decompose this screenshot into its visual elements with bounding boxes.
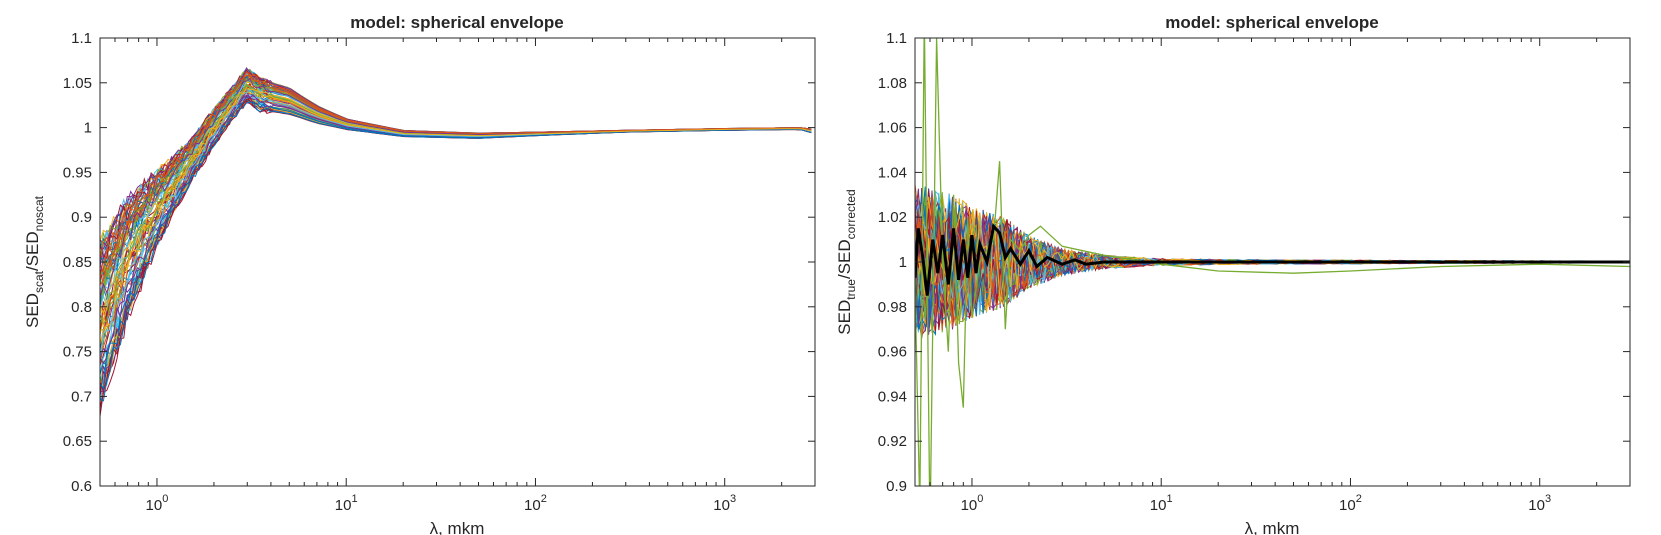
left-y-tick-label: 1.05 — [63, 75, 92, 92]
right-title: model: spherical envelope — [1165, 13, 1379, 32]
right-y-tick-label: 1.02 — [878, 209, 907, 226]
left-x-axis-label-text: λ, mkm — [430, 519, 485, 535]
right-axes-box — [914, 37, 1631, 487]
left-y-tick-label: 0.95 — [63, 164, 92, 181]
right-y-tick-label: 0.92 — [878, 433, 907, 450]
left-x-tick-label: 102 — [524, 493, 547, 514]
left-y-label-base: SED — [23, 293, 42, 328]
left-y-tick-label: 0.9 — [71, 209, 92, 226]
right-y-tick-label: 1.06 — [878, 120, 907, 137]
left-y-tick-label: 0.85 — [63, 254, 92, 271]
right-highlight-series-line — [915, 222, 1630, 296]
left-y-label-sep: /SED — [23, 231, 42, 271]
left-ticks: 0.6 0.65 0.7 0.75 0.8 0.85 0.9 0.95 1 1.05 1.1 100 1… — [63, 30, 816, 514]
left-plot-area — [100, 38, 815, 486]
left-x-axis-label: λ, mkm — [430, 519, 485, 535]
right-x-tick-label: 102 — [1339, 493, 1362, 514]
right-x-tick-label: 101 — [1150, 493, 1173, 514]
left-y-tick-label: 0.8 — [71, 299, 92, 316]
left-y-tick-label: 0.75 — [63, 344, 92, 361]
right-x-tick-label: 103 — [1528, 493, 1551, 514]
left-y-axis-label: SEDscat/SEDnoscat — [23, 195, 46, 328]
left-y-tick-label: 0.6 — [71, 478, 92, 495]
left-x-tick-label: 103 — [713, 493, 736, 514]
left-axes-box — [99, 37, 816, 487]
right-x-axis-label-text: λ, mkm — [1245, 519, 1300, 535]
left-y-tick-label: 1.1 — [71, 30, 92, 47]
right-x-tick-label: 100 — [961, 493, 984, 514]
right-ticks: 0.9 0.92 0.94 0.96 0.98 1 1.02 1.04 1.06 1.08 1.1 1… — [878, 30, 1631, 514]
right-y-tick-label: 1.1 — [886, 30, 907, 47]
left-y-label-sub2: noscat — [32, 195, 46, 231]
right-y-tick-label: 0.96 — [878, 344, 907, 361]
left-chart: 0.6 0.65 0.7 0.75 0.8 0.85 0.9 0.95 1 1.05 1.1 100 1… — [23, 13, 816, 535]
left-y-label-sub1: scat — [32, 270, 46, 293]
right-y-label-sep: /SED — [835, 239, 854, 279]
right-y-label-base: SED — [835, 300, 854, 335]
right-y-axis-label: SEDtrue/SEDcorrected — [835, 189, 858, 334]
right-y-tick-label: 0.9 — [886, 478, 907, 495]
left-x-tick-label: 101 — [335, 493, 358, 514]
right-y-tick-label: 1 — [899, 254, 907, 271]
right-outlier-series-line — [915, 38, 1630, 486]
left-title: model: spherical envelope — [350, 13, 564, 32]
right-y-tick-label: 1.08 — [878, 75, 907, 92]
right-y-tick-label: 1.04 — [878, 164, 907, 181]
left-series-line — [100, 70, 812, 262]
right-chart: 0.9 0.92 0.94 0.96 0.98 1 1.02 1.04 1.06 1.08 1.1 1… — [835, 13, 1631, 535]
right-x-axis-label: λ, mkm — [1245, 519, 1300, 535]
left-y-tick-label: 0.7 — [71, 388, 92, 405]
left-series-group — [100, 67, 812, 417]
left-series-line — [100, 101, 812, 402]
right-y-tick-label: 0.98 — [878, 299, 907, 316]
right-series-group — [915, 38, 1630, 486]
left-series-line — [100, 87, 812, 335]
right-y-label-sub2: corrected — [844, 189, 858, 239]
right-y-label-sub1: true — [844, 279, 858, 300]
left-x-tick-label: 100 — [146, 493, 169, 514]
right-y-tick-label: 0.94 — [878, 388, 907, 405]
left-y-tick-label: 0.65 — [63, 433, 92, 450]
left-y-tick-label: 1 — [84, 120, 92, 137]
